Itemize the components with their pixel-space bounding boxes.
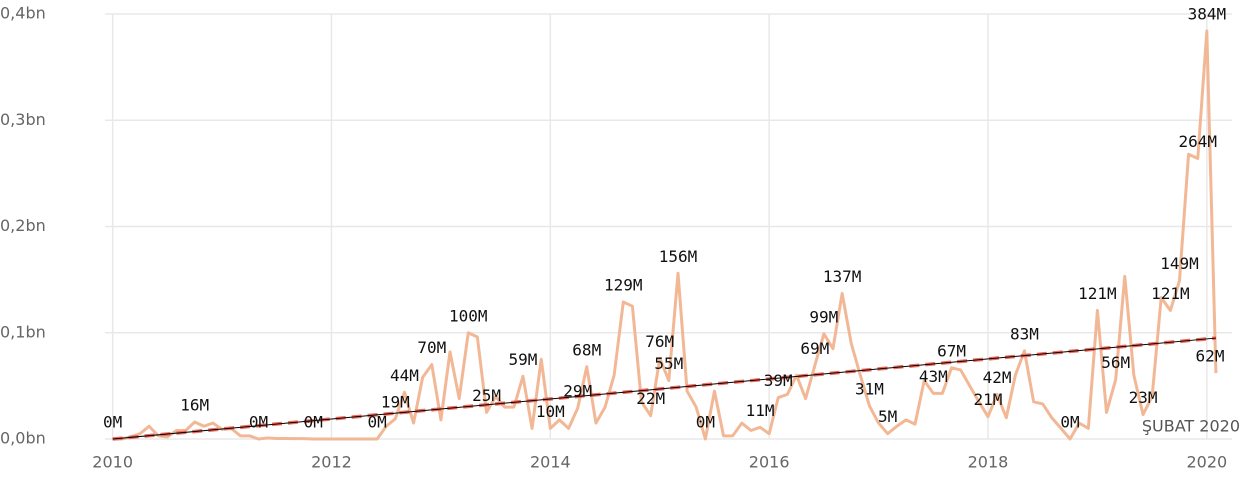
data-label: 42M <box>983 368 1012 387</box>
trend-line <box>112 337 1216 440</box>
data-label: 264M <box>1178 132 1217 151</box>
data-label: 16M <box>180 396 209 415</box>
data-label: 44M <box>390 366 419 385</box>
data-label: 384M <box>1188 5 1227 24</box>
data-label: 62M <box>1196 347 1225 366</box>
y-tick-label: 0,3bn <box>0 110 46 129</box>
data-label: 70M <box>417 338 446 357</box>
data-label: 55M <box>654 354 683 373</box>
x-tick-label: 2014 <box>530 453 571 472</box>
data-label: 0M <box>304 413 323 432</box>
data-label: 99M <box>809 307 838 326</box>
data-label: 0M <box>1060 413 1079 432</box>
data-label: 31M <box>855 380 884 399</box>
data-label: 156M <box>659 247 698 266</box>
data-label: 0M <box>249 413 268 432</box>
data-label: 67M <box>937 341 966 360</box>
data-label: 129M <box>604 275 643 294</box>
y-tick-label: 0,2bn <box>0 216 46 235</box>
data-label: 59M <box>509 350 538 369</box>
data-label: 121M <box>1078 284 1117 303</box>
data-label: 22M <box>636 389 665 408</box>
y-tick-label: 0,1bn <box>0 322 46 341</box>
data-label: 56M <box>1101 353 1130 372</box>
data-label: 100M <box>449 306 488 325</box>
data-label: 149M <box>1160 254 1199 273</box>
data-label: 10M <box>536 402 565 421</box>
data-label: 0M <box>367 413 386 432</box>
data-label: 39M <box>764 371 793 390</box>
data-label: 137M <box>823 267 862 286</box>
data-label: 69M <box>800 339 829 358</box>
y-tick-label: 0,0bn <box>0 429 46 448</box>
data-label: 83M <box>1010 324 1039 343</box>
data-label: 23M <box>1129 388 1158 407</box>
data-label: 68M <box>572 340 601 359</box>
data-label: 0M <box>103 413 122 432</box>
data-label: 29M <box>563 382 592 401</box>
data-label: 0M <box>696 413 715 432</box>
data-label: 5M <box>878 407 897 426</box>
data-label: 25M <box>472 386 501 405</box>
data-label: 43M <box>919 367 948 386</box>
y-tick-label: 0,4bn <box>0 4 46 23</box>
x-tick-label: 2018 <box>968 453 1009 472</box>
data-label: 19M <box>381 392 410 411</box>
data-label: 121M <box>1151 284 1190 303</box>
data-label: 76M <box>645 332 674 351</box>
annotation: ŞUBAT 2020 <box>1142 417 1240 436</box>
x-tick-label: 2010 <box>92 453 133 472</box>
x-tick-label: 2020 <box>1186 453 1227 472</box>
data-label: 11M <box>746 401 775 420</box>
data-label: 21M <box>974 390 1003 409</box>
data-line <box>112 29 1218 441</box>
x-tick-label: 2016 <box>749 453 790 472</box>
x-tick-label: 2012 <box>311 453 352 472</box>
